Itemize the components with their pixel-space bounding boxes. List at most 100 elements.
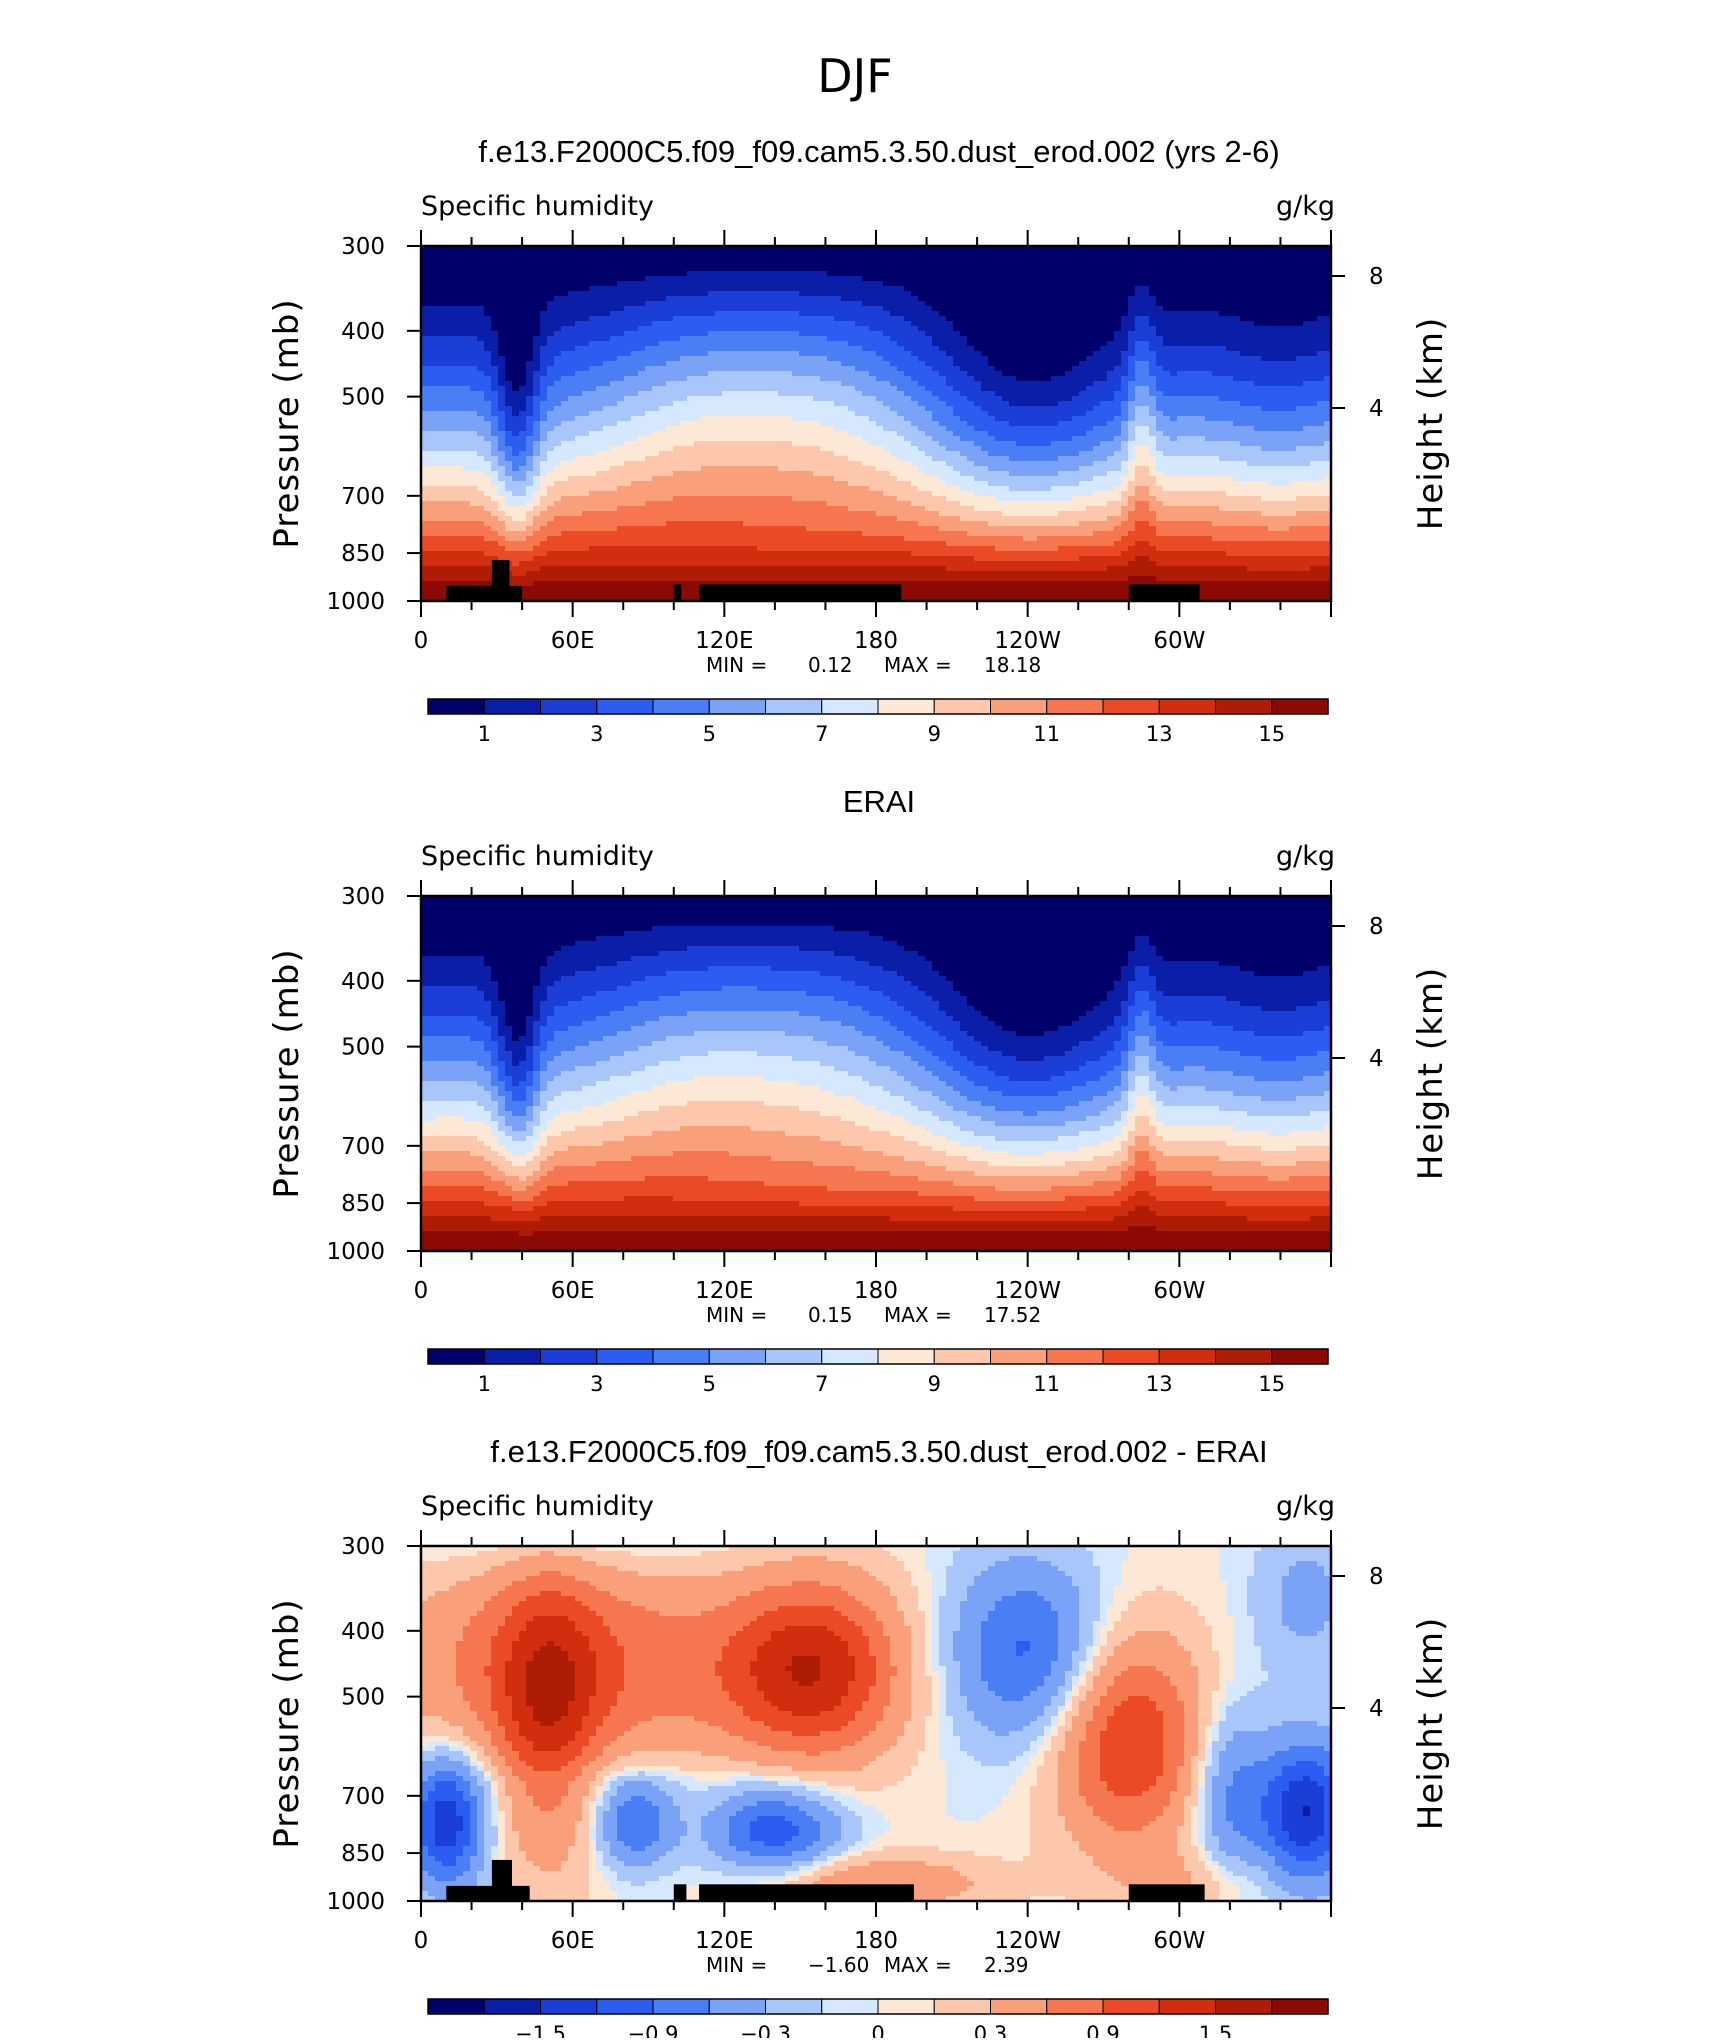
y-tick-label: 1000 bbox=[326, 1889, 385, 1915]
y2-tick-label: 8 bbox=[1369, 264, 1384, 290]
contour-field bbox=[421, 1546, 1332, 1902]
colorbar-swatch bbox=[484, 699, 540, 714]
colorbar-swatch bbox=[1103, 699, 1159, 714]
colorbar-swatch bbox=[484, 1999, 540, 2014]
colorbar-swatch bbox=[1103, 1349, 1159, 1364]
colorbar-swatch bbox=[766, 1349, 822, 1364]
x-tick-label: 0 bbox=[414, 628, 429, 654]
colorbar-swatch bbox=[878, 1999, 934, 2014]
y-tick-label: 700 bbox=[341, 1134, 385, 1160]
y-tick-label: 400 bbox=[341, 319, 385, 345]
y2-tick-label: 8 bbox=[1369, 914, 1384, 940]
topography-block bbox=[699, 584, 901, 601]
y2-tick-label: 4 bbox=[1369, 396, 1384, 422]
colorbar-swatch bbox=[822, 1349, 878, 1364]
colorbar-label: 9 bbox=[928, 1372, 941, 1396]
panels: f.e13.F2000C5.f09_f09.cam5.3.50.dust_ero… bbox=[267, 134, 1451, 2038]
colorbar-label: 13 bbox=[1146, 722, 1173, 746]
units-label: g/kg bbox=[1276, 1491, 1335, 1522]
colorbar-label: 3 bbox=[590, 1372, 603, 1396]
variable-label: Specific humidity bbox=[421, 1491, 654, 1522]
x-tick-label: 180 bbox=[854, 628, 898, 654]
max-value: 17.52 bbox=[984, 1303, 1041, 1327]
y-tick-label: 400 bbox=[341, 1619, 385, 1645]
colorbar-swatch bbox=[428, 699, 484, 714]
min-label: MIN = bbox=[706, 1303, 767, 1327]
y-tick-label: 400 bbox=[341, 969, 385, 995]
colorbar-swatch bbox=[1216, 1349, 1272, 1364]
colorbar-swatch bbox=[822, 1999, 878, 2014]
colorbar-swatch bbox=[541, 699, 597, 714]
colorbar-label: 1 bbox=[478, 1372, 491, 1396]
colorbar-swatch bbox=[428, 1349, 484, 1364]
colorbar-label: −0.9 bbox=[628, 2022, 679, 2038]
colorbar-label: 11 bbox=[1033, 722, 1060, 746]
colorbar-label: 9 bbox=[928, 722, 941, 746]
max-label: MAX = bbox=[884, 653, 952, 677]
colorbar-swatch bbox=[597, 1349, 653, 1364]
colorbar-label: 0 bbox=[871, 2022, 884, 2038]
x-tick-label: 120E bbox=[695, 1278, 753, 1304]
topography-block bbox=[1129, 1884, 1205, 1901]
colorbar-swatch bbox=[428, 1999, 484, 2014]
colorbar-label: 5 bbox=[703, 1372, 716, 1396]
colorbar-label: 11 bbox=[1033, 1372, 1060, 1396]
max-label: MAX = bbox=[884, 1953, 952, 1977]
colorbar-swatch bbox=[991, 699, 1047, 714]
x-tick-label: 120E bbox=[695, 628, 753, 654]
colorbar-swatch bbox=[878, 699, 934, 714]
topography-block bbox=[699, 1884, 914, 1901]
colorbar-label: 1.5 bbox=[1199, 2022, 1232, 2038]
colorbar-swatch bbox=[1216, 1999, 1272, 2014]
topography-block bbox=[674, 584, 682, 601]
variable-label: Specific humidity bbox=[421, 841, 654, 872]
y2-axis-title: Height (km) bbox=[1411, 1617, 1451, 1831]
y-tick-label: 300 bbox=[341, 1534, 385, 1560]
colorbar-swatch bbox=[1047, 699, 1103, 714]
min-label: MIN = bbox=[706, 653, 767, 677]
max-value: 2.39 bbox=[984, 1953, 1029, 1977]
colorbar-swatch bbox=[541, 1349, 597, 1364]
y-tick-label: 1000 bbox=[326, 589, 385, 615]
x-tick-label: 60E bbox=[551, 1928, 595, 1954]
colorbar-swatch bbox=[1103, 1999, 1159, 2014]
colorbar-swatch bbox=[934, 699, 990, 714]
colorbar-label: 13 bbox=[1146, 1372, 1173, 1396]
y-tick-label: 500 bbox=[341, 385, 385, 411]
x-tick-label: 60E bbox=[551, 628, 595, 654]
colorbar-swatch bbox=[709, 1999, 765, 2014]
y-axis-title: Pressure (mb) bbox=[267, 948, 307, 1198]
x-tick-label: 0 bbox=[414, 1278, 429, 1304]
units-label: g/kg bbox=[1276, 191, 1335, 222]
y2-tick-label: 4 bbox=[1369, 1046, 1384, 1072]
panel-title: f.e13.F2000C5.f09_f09.cam5.3.50.dust_ero… bbox=[490, 1434, 1267, 1469]
contour-field bbox=[421, 246, 1332, 602]
topography-block bbox=[492, 560, 510, 601]
contour-field bbox=[421, 896, 1332, 1252]
units-label: g/kg bbox=[1276, 841, 1335, 872]
x-tick-label: 120E bbox=[695, 1928, 753, 1954]
min-value: −1.60 bbox=[808, 1953, 869, 1977]
colorbar-label: 15 bbox=[1258, 722, 1285, 746]
colorbar-label: 5 bbox=[703, 722, 716, 746]
figure-title: DJF bbox=[817, 49, 892, 103]
colorbar-swatch bbox=[1159, 699, 1215, 714]
colorbar-swatch bbox=[934, 1999, 990, 2014]
colorbar-swatch bbox=[484, 1349, 540, 1364]
topography-block bbox=[446, 586, 522, 601]
y-tick-label: 300 bbox=[341, 884, 385, 910]
colorbar-swatch bbox=[934, 1349, 990, 1364]
colorbar-swatch bbox=[878, 1349, 934, 1364]
y-tick-label: 850 bbox=[341, 541, 385, 567]
colorbar-swatch bbox=[766, 1999, 822, 2014]
topography-block bbox=[1129, 584, 1200, 601]
panel-title: ERAI bbox=[843, 784, 915, 819]
colorbar-swatch bbox=[653, 1999, 709, 2014]
min-value: 0.15 bbox=[808, 1303, 853, 1327]
panel-title: f.e13.F2000C5.f09_f09.cam5.3.50.dust_ero… bbox=[478, 134, 1279, 169]
y-tick-label: 700 bbox=[341, 484, 385, 510]
